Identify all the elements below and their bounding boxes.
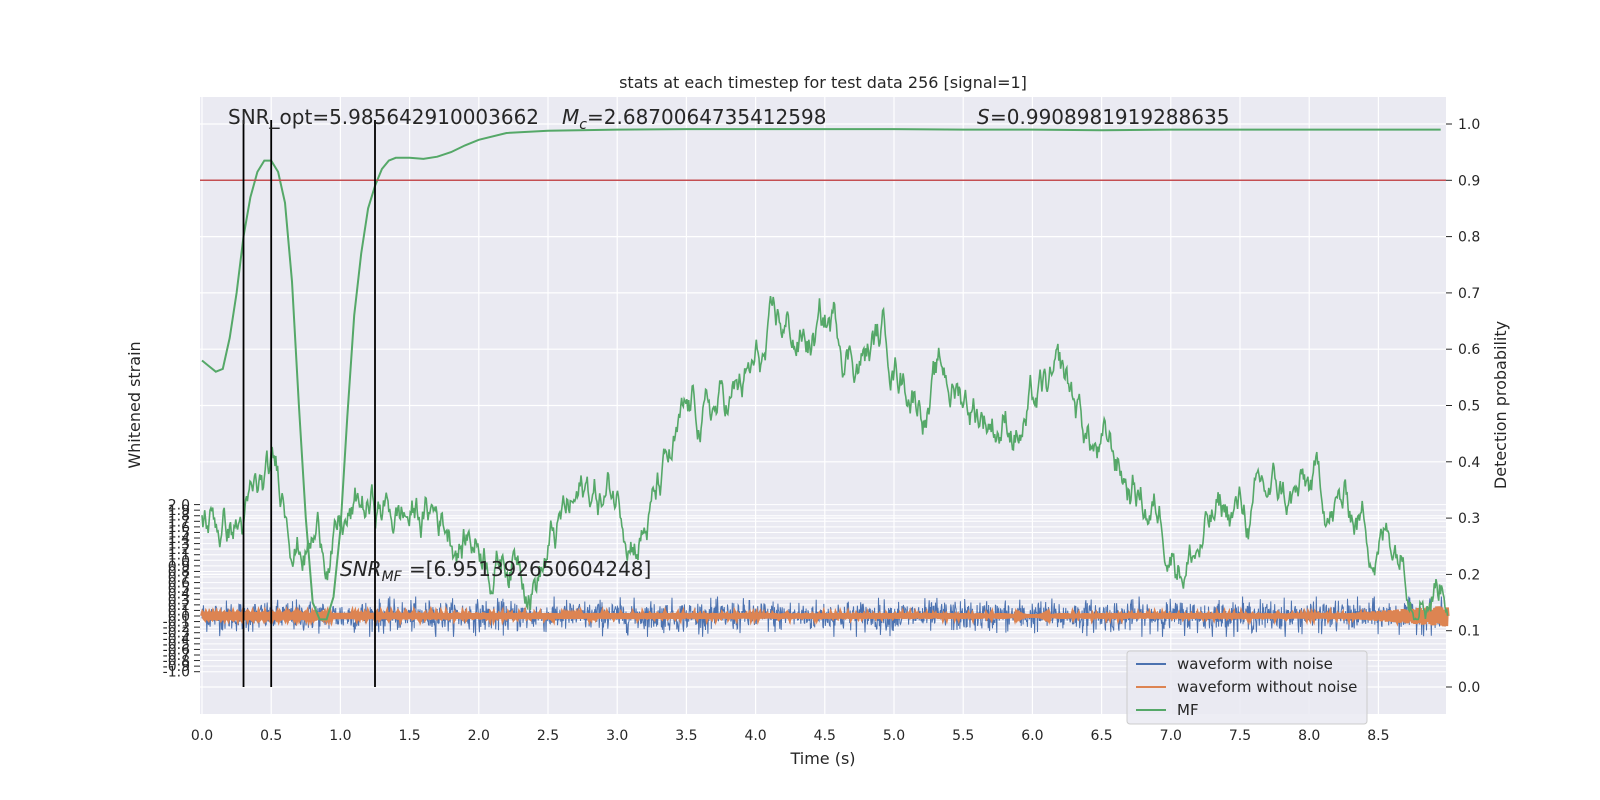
left-tick-label: -0.2	[163, 620, 190, 636]
legend: waveform with noise waveform without noi…	[1126, 650, 1368, 725]
x-tick-label: 2.5	[537, 728, 559, 744]
s-value: =0.9908981919288635	[990, 105, 1229, 129]
left-tick-label: 0.0	[168, 609, 190, 625]
snr-mf-value: =[6.951392650604248]	[409, 557, 651, 581]
line-mf	[201, 128, 1441, 621]
x-tick-label: 6.0	[1021, 728, 1043, 744]
left-tick-label: 0.7	[168, 570, 190, 586]
right-axis-label: Detection probability	[1491, 321, 1510, 489]
legend-label-mf: MF	[1177, 701, 1199, 719]
left-tick-label: 1.8	[168, 509, 190, 525]
left-tick-label: 0.3	[168, 592, 190, 608]
x-tick-label: 0.0	[191, 728, 213, 744]
left-tick-label: -0.1	[163, 615, 190, 631]
left-tick-label: 2.0	[168, 498, 190, 514]
left-tick-label: -1.0	[163, 665, 190, 681]
series-mf	[201, 128, 1449, 621]
left-tick-label: 0.4	[168, 587, 190, 603]
series-waveform-without-noise	[200, 605, 1450, 627]
left-tick-label: 1.5	[168, 525, 190, 541]
left-tick-label: 1.3	[168, 537, 190, 553]
s-annotation: S =0.9908981919288635	[977, 105, 1229, 129]
vertical-markers	[242, 120, 376, 687]
chart-title: stats at each timestep for test data 256…	[619, 73, 1027, 92]
line-waveform-without-noise	[200, 605, 1450, 627]
right-tick-label: 0.0	[1458, 680, 1480, 696]
x-tick-label: 6.5	[1090, 728, 1112, 744]
right-tick-label: 0.8	[1458, 230, 1480, 246]
mc-value: =2.6870064735412598	[587, 105, 826, 129]
left-tick-label: -0.7	[163, 648, 190, 664]
left-tick-label: 1.7	[168, 514, 190, 530]
s-symbol: S	[977, 105, 990, 129]
x-tick-label: 4.0	[744, 728, 766, 744]
left-tick-labels: 2.01.91.81.71.61.51.41.31.21.11.00.90.80…	[163, 498, 200, 681]
left-axis-label: Whitened strain	[125, 341, 144, 468]
x-tick-label: 8.5	[1367, 728, 1389, 744]
left-tick-label: 1.1	[168, 548, 190, 564]
left-tick-label: 0.9	[168, 559, 190, 575]
left-tick-label: -0.5	[163, 637, 190, 653]
left-tick-label: 1.0	[168, 553, 190, 569]
left-tick-label: 0.6	[168, 576, 190, 592]
x-tick-label: 5.5	[952, 728, 974, 744]
x-tick-label: 5.0	[883, 728, 905, 744]
left-tick-label: 0.8	[168, 564, 190, 580]
left-y-grid	[200, 504, 1446, 673]
x-tick-label: 2.0	[468, 728, 490, 744]
x-tick-label: 3.5	[675, 728, 697, 744]
x-tick-label: 7.0	[1160, 728, 1182, 744]
right-tick-labels: 1.0 0.9 0.8 0.7 0.6 0.5 0.4 0.3 0.2 0.1 0.0	[1446, 117, 1480, 696]
left-tick-label: -0.3	[163, 626, 190, 642]
left-tick-label: -0.6	[163, 642, 190, 658]
x-tick-label: 7.5	[1229, 728, 1251, 744]
left-tick-label: 0.5	[168, 581, 190, 597]
left-tick-label: -0.8	[163, 654, 190, 670]
right-tick-label: 0.7	[1458, 286, 1480, 302]
x-tick-label: 1.0	[329, 728, 351, 744]
left-tick-label: -0.9	[163, 659, 190, 675]
x-tick-labels: 0.0 0.5 1.0 1.5 2.0 2.5 3.0 3.5 4.0 4.5 5.0 5.5 6.0 6…	[191, 728, 1390, 744]
left-tick-label: 1.4	[168, 531, 190, 547]
right-tick-label: 0.6	[1458, 342, 1480, 358]
left-tick-label: 1.2	[168, 542, 190, 558]
left-tick-label: 1.6	[168, 520, 190, 536]
x-tick-label: 0.5	[260, 728, 282, 744]
legend-box	[1126, 650, 1368, 725]
right-tick-label: 0.4	[1458, 455, 1480, 471]
right-tick-label: 1.0	[1458, 117, 1480, 133]
left-tick-label: 1.9	[168, 503, 190, 519]
right-tick-label: 0.1	[1458, 624, 1480, 640]
snr-opt-annotation: SNR_opt=5.985642910003662	[228, 105, 539, 129]
x-tick-label: 4.5	[814, 728, 836, 744]
left-tick-label: 0.2	[168, 598, 190, 614]
right-y-grid	[200, 123, 1446, 688]
x-axis-label: Time (s)	[789, 749, 855, 768]
x-tick-label: 3.0	[606, 728, 628, 744]
line-mf-walk	[201, 295, 1449, 621]
right-tick-label: 0.3	[1458, 511, 1480, 527]
right-tick-label: 0.9	[1458, 173, 1480, 189]
x-tick-label: 1.5	[398, 728, 420, 744]
right-tick-label: 0.5	[1458, 399, 1480, 415]
left-tick-label: 0.1	[168, 603, 190, 619]
x-tick-label: 8.0	[1298, 728, 1320, 744]
legend-label-noise: waveform with noise	[1177, 655, 1333, 673]
legend-label-clean: waveform without noise	[1177, 678, 1357, 696]
right-tick-label: 0.2	[1458, 567, 1480, 583]
left-tick-label: -0.4	[163, 631, 190, 647]
mc-annotation: Mc =2.6870064735412598	[562, 105, 826, 133]
